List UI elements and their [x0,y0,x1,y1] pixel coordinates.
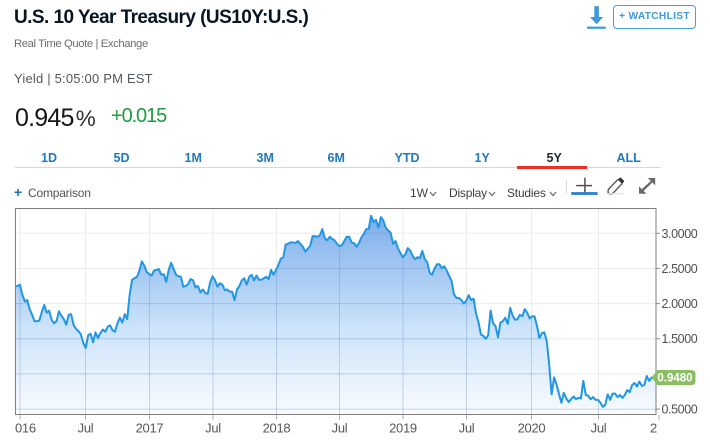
svg-text:2.0000: 2.0000 [662,297,698,311]
svg-text:016: 016 [15,421,36,436]
svg-text:3.0000: 3.0000 [662,227,698,241]
svg-text:Jul: Jul [78,421,94,436]
svg-text:2019: 2019 [389,421,417,436]
svg-text:1.5000: 1.5000 [662,332,698,346]
svg-text:2020: 2020 [518,421,546,436]
svg-text:2.5000: 2.5000 [662,262,698,276]
svg-text:2018: 2018 [263,421,291,436]
svg-text:0.9480: 0.9480 [657,373,692,385]
svg-text:Jul: Jul [205,421,221,436]
svg-text:2017: 2017 [136,421,164,436]
svg-text:Jul: Jul [332,421,348,436]
svg-text:2: 2 [650,421,657,436]
svg-text:Jul: Jul [459,421,475,436]
svg-text:0.5000: 0.5000 [662,403,698,417]
svg-text:Jul: Jul [591,421,607,436]
